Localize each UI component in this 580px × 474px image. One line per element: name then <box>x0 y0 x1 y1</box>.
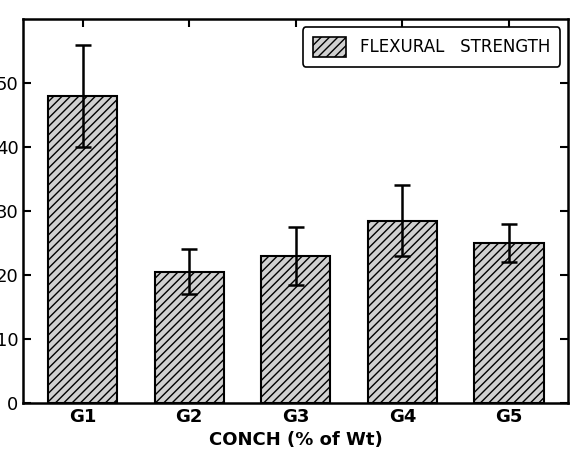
Bar <box>48 96 117 403</box>
Bar <box>155 272 224 403</box>
Legend: FLEXURAL   STRENGTH: FLEXURAL STRENGTH <box>303 27 560 66</box>
Bar <box>474 243 543 403</box>
Bar <box>261 256 331 403</box>
Bar <box>368 220 437 403</box>
X-axis label: CONCH (% of Wt): CONCH (% of Wt) <box>209 431 383 449</box>
